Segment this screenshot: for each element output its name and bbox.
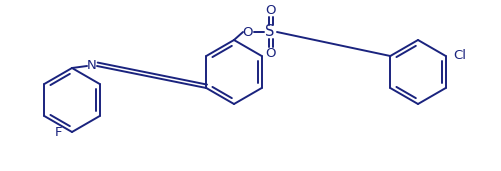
- Text: N: N: [87, 60, 97, 73]
- Text: Cl: Cl: [453, 49, 466, 62]
- Text: S: S: [265, 24, 274, 40]
- Text: F: F: [55, 127, 62, 140]
- Text: O: O: [242, 25, 253, 38]
- Text: O: O: [265, 48, 276, 61]
- Text: O: O: [265, 3, 276, 16]
